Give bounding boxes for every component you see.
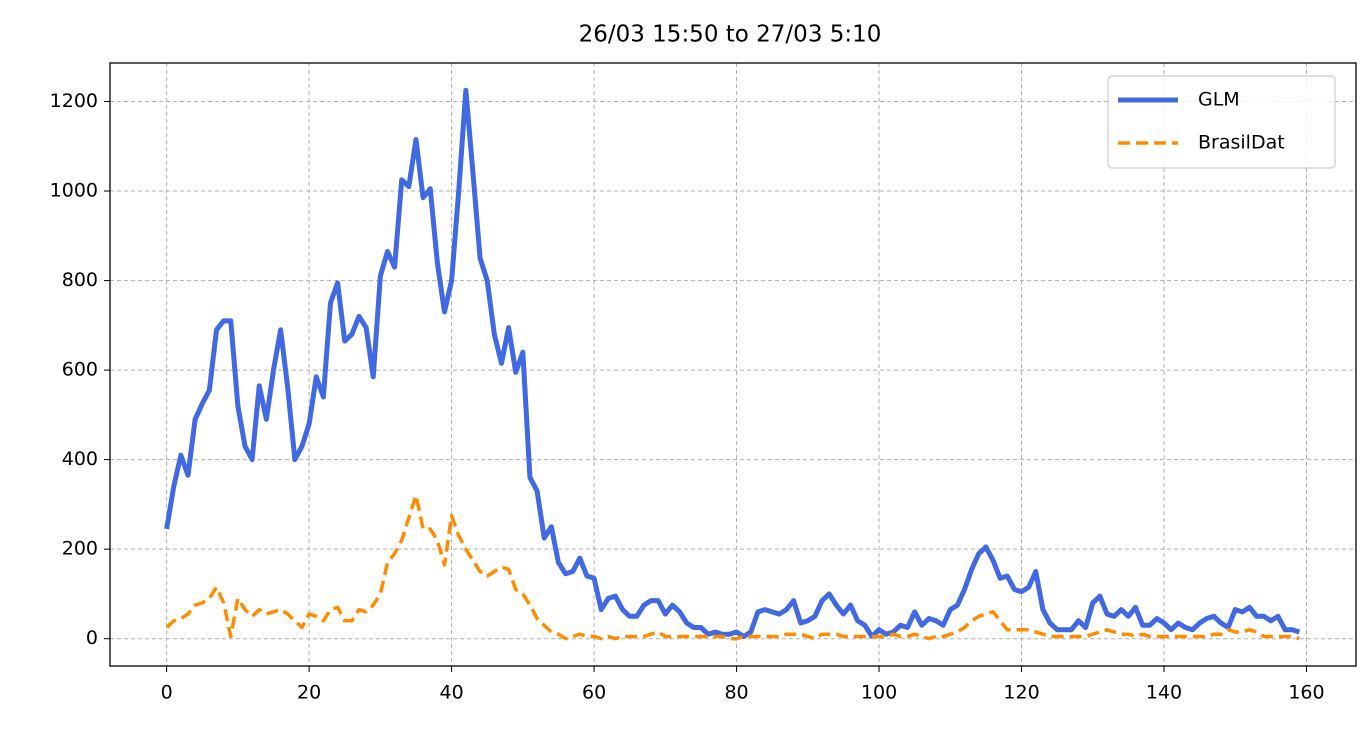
- y-tick-label: 600: [62, 359, 98, 381]
- y-tick-label: 1000: [50, 180, 98, 202]
- y-tick-label: 1200: [50, 90, 98, 112]
- data-line: [165, 493, 1300, 641]
- legend-label: GLM: [1198, 89, 1240, 111]
- x-tick-label: 80: [724, 682, 748, 704]
- chart-title: 26/03 15:50 to 27/03 5:10: [579, 22, 882, 48]
- y-tick-label: 200: [62, 538, 98, 560]
- y-tick-label: 400: [62, 448, 98, 470]
- plot-frame: [109, 62, 1357, 667]
- x-tick-label: 140: [1146, 682, 1182, 704]
- legend-label: BrasilDat: [1198, 132, 1285, 154]
- x-tick-label: 0: [161, 682, 173, 704]
- data-line: [164, 87, 1301, 639]
- y-tick-label: 800: [62, 269, 98, 291]
- y-tick-label: 0: [86, 627, 98, 649]
- x-tick-label: 160: [1288, 682, 1324, 704]
- x-tick-label: 120: [1003, 682, 1039, 704]
- x-tick-label: 60: [582, 682, 606, 704]
- x-tick-label: 40: [440, 682, 464, 704]
- x-tick-label: 100: [861, 682, 897, 704]
- x-tick-label: 20: [297, 682, 321, 704]
